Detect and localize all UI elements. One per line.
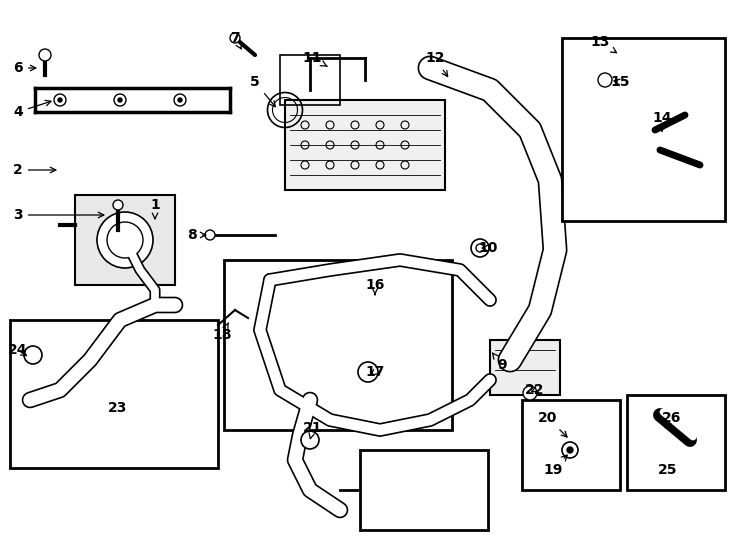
Circle shape	[107, 222, 143, 258]
Circle shape	[301, 431, 319, 449]
Text: 19: 19	[543, 455, 567, 477]
Text: 5: 5	[250, 75, 275, 107]
Circle shape	[358, 362, 378, 382]
Text: 24: 24	[8, 343, 28, 357]
Bar	[10, 320, 218, 468]
Circle shape	[178, 98, 182, 102]
Bar	[224, 260, 452, 430]
Text: 11: 11	[302, 51, 327, 66]
Circle shape	[205, 230, 215, 240]
Text: 10: 10	[479, 241, 498, 255]
Bar	[627, 395, 725, 490]
Bar	[75, 195, 175, 285]
Text: 9: 9	[493, 353, 506, 372]
Bar	[490, 340, 560, 395]
Circle shape	[58, 98, 62, 102]
Text: 15: 15	[610, 75, 630, 89]
Circle shape	[562, 442, 578, 458]
Text: 25: 25	[658, 463, 677, 477]
Text: 12: 12	[425, 51, 448, 77]
Bar	[360, 450, 488, 530]
Text: 2: 2	[13, 163, 56, 177]
Text: 13: 13	[590, 35, 617, 53]
Text: 6: 6	[13, 61, 36, 75]
Text: 26: 26	[662, 411, 682, 428]
Text: 8: 8	[187, 228, 206, 242]
Text: 20: 20	[538, 411, 567, 437]
Text: 17: 17	[366, 365, 385, 379]
Text: 23: 23	[109, 401, 128, 415]
Circle shape	[114, 94, 126, 106]
Circle shape	[54, 94, 66, 106]
Text: 1: 1	[150, 198, 160, 219]
Bar	[522, 400, 620, 490]
Bar	[285, 100, 445, 190]
Circle shape	[598, 73, 612, 87]
Text: 7: 7	[230, 31, 241, 49]
Circle shape	[118, 98, 122, 102]
Circle shape	[174, 94, 186, 106]
Text: 4: 4	[13, 100, 51, 119]
Text: 16: 16	[366, 278, 385, 295]
Text: 3: 3	[13, 208, 103, 222]
Circle shape	[39, 49, 51, 61]
Circle shape	[567, 447, 573, 453]
Bar	[562, 38, 725, 221]
Circle shape	[471, 239, 489, 257]
Circle shape	[97, 212, 153, 268]
Circle shape	[24, 346, 42, 364]
Circle shape	[113, 200, 123, 210]
Circle shape	[476, 244, 484, 252]
Circle shape	[523, 386, 537, 400]
Circle shape	[230, 33, 240, 43]
Text: 22: 22	[526, 383, 545, 397]
Text: 18: 18	[212, 323, 232, 342]
Text: 21: 21	[303, 421, 323, 438]
Text: 14: 14	[653, 111, 672, 131]
